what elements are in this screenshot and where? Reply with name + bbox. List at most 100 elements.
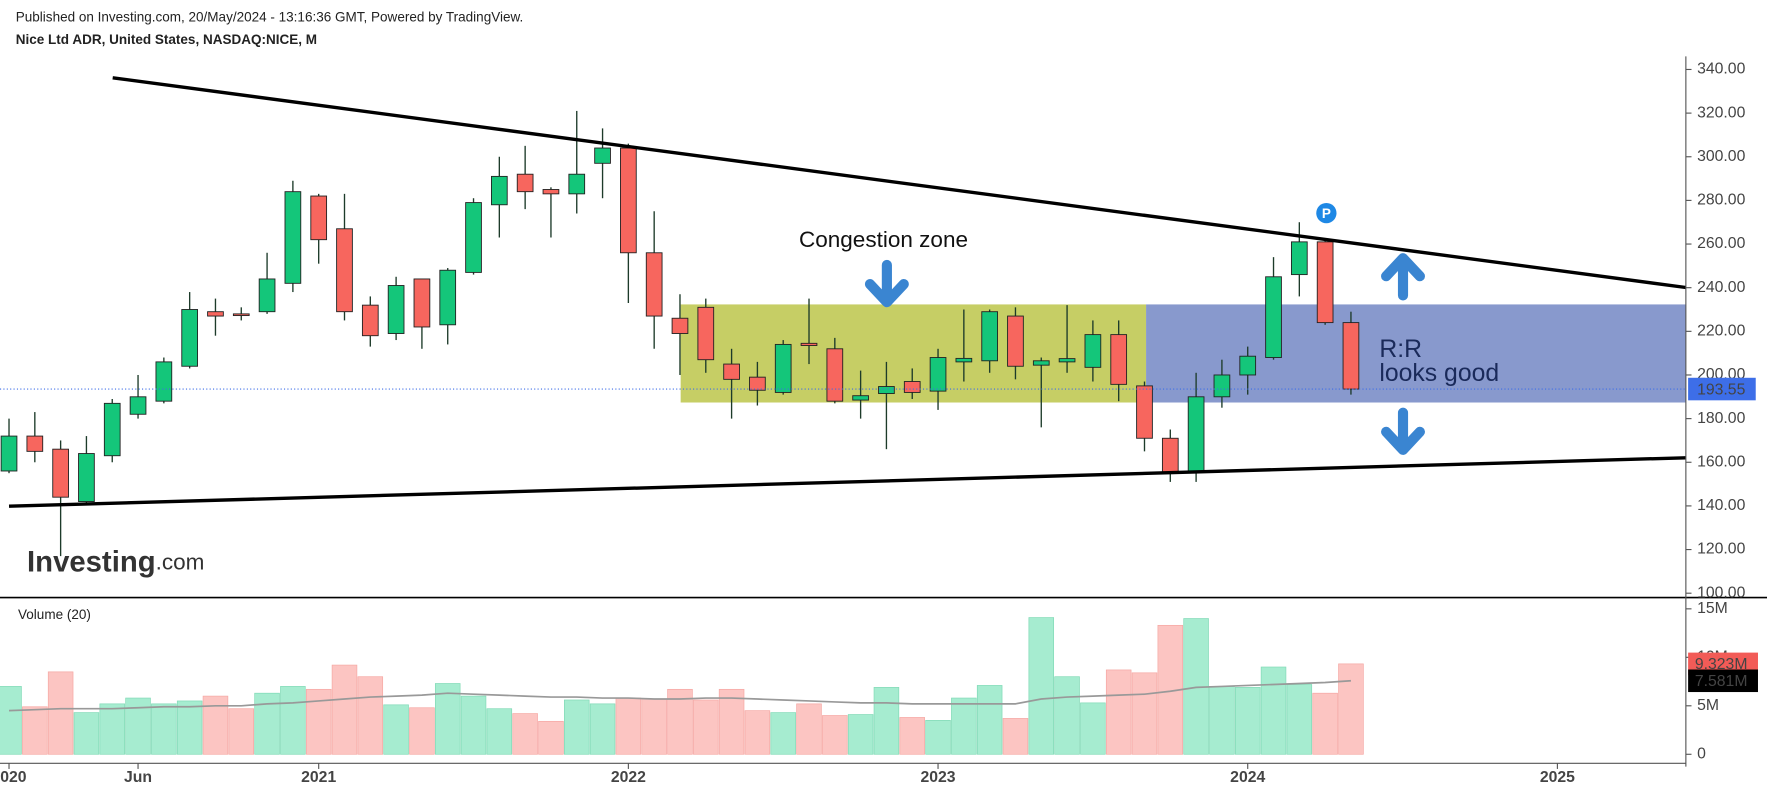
annotation: Congestion zone xyxy=(799,227,968,252)
candle-body xyxy=(1290,241,1308,276)
y-tick-label: 140.00 xyxy=(1697,497,1745,514)
candle-body xyxy=(749,376,766,391)
volume-bar xyxy=(434,683,461,755)
candle-body xyxy=(0,435,18,472)
candle-body xyxy=(103,402,121,457)
logo-suffix: .com xyxy=(156,550,205,575)
arrow-up xyxy=(1381,253,1425,301)
annotation: R:R xyxy=(1379,336,1422,363)
annotation: looks good xyxy=(1379,360,1499,387)
candle-body xyxy=(645,252,663,317)
candle-body xyxy=(1187,396,1205,472)
volume-bar xyxy=(73,712,100,755)
volume-bar xyxy=(0,686,22,755)
volume-bar xyxy=(202,695,229,755)
candle-body xyxy=(594,147,611,164)
volume-bar xyxy=(770,712,796,755)
zones xyxy=(680,304,1686,403)
published-line: Published on Investing.com, 20/May/2024 … xyxy=(16,10,524,25)
candle-body xyxy=(129,396,147,415)
volume-bar xyxy=(22,706,48,755)
volume-bar xyxy=(151,703,177,755)
volume-bar xyxy=(1260,666,1287,755)
candle-body xyxy=(774,343,792,393)
candle-body xyxy=(439,269,457,326)
candle-body xyxy=(826,348,844,402)
volume-bar xyxy=(796,703,822,755)
arrow-down xyxy=(1381,407,1425,455)
volume-label: 9.323M xyxy=(1695,656,1748,673)
volume-bar xyxy=(1286,684,1313,755)
volume-bar xyxy=(1234,687,1261,755)
arrow-down xyxy=(864,259,909,308)
candle-body xyxy=(26,435,44,452)
volume-bar xyxy=(718,688,745,755)
volume-title: Volume (20) xyxy=(18,607,91,622)
volume-bar xyxy=(667,688,693,755)
volume-bar xyxy=(1028,617,1055,755)
y-tick-label: 340.00 xyxy=(1697,61,1745,78)
volume-bar xyxy=(331,664,358,755)
y-tick-label: 220.00 xyxy=(1697,323,1745,340)
candle-body xyxy=(465,202,482,273)
volume-bar xyxy=(357,676,384,755)
ma-label: 7.581M xyxy=(1695,673,1748,690)
candle-body xyxy=(620,147,637,254)
candle-body xyxy=(697,306,715,361)
volume-bar xyxy=(847,714,874,755)
candle-body xyxy=(1136,385,1153,439)
candle-body xyxy=(929,357,947,392)
candle-body xyxy=(155,361,173,402)
candle-body xyxy=(258,278,276,313)
candle-body xyxy=(310,195,328,241)
volume-bar xyxy=(744,710,771,755)
volume-bar xyxy=(1131,672,1158,755)
candle-body xyxy=(1032,360,1050,366)
candle-body xyxy=(903,381,921,393)
x-tick-label: 2025 xyxy=(1540,769,1575,786)
candle-body xyxy=(181,309,198,367)
x-tick-label: 2024 xyxy=(1230,769,1265,786)
volume-bar xyxy=(925,720,951,755)
symbol-line: Nice Ltd ADR, United States, NASDAQ:NICE… xyxy=(16,32,317,47)
candle-body xyxy=(1213,374,1231,398)
candle-body xyxy=(800,342,818,346)
y-tick-label: 120.00 xyxy=(1697,541,1745,558)
candle-body xyxy=(1084,334,1102,368)
candle-body xyxy=(1239,355,1257,376)
last-price-box xyxy=(1688,377,1756,401)
volume-bar xyxy=(125,697,151,755)
candle-body xyxy=(981,311,998,362)
y-tick-label: 300.00 xyxy=(1697,148,1745,165)
candle-body xyxy=(671,317,689,334)
candle-body xyxy=(232,313,250,317)
upper-trendline xyxy=(112,76,1687,290)
y-tick-label: 320.00 xyxy=(1697,104,1745,121)
candle-body xyxy=(568,173,586,195)
volume-bar xyxy=(1105,669,1132,755)
last-price-label: 193.55 xyxy=(1697,381,1745,398)
volume-bar xyxy=(976,685,1003,755)
x-tick-label: 2021 xyxy=(301,769,336,786)
volume-bar xyxy=(486,708,513,755)
lower-trendline xyxy=(8,456,1686,508)
candle-body xyxy=(78,453,95,502)
candle-body xyxy=(1161,437,1179,474)
volume-bar xyxy=(228,708,255,755)
candle-body xyxy=(955,357,973,363)
volume-bar xyxy=(99,703,125,755)
candle-body xyxy=(542,189,560,195)
y-tick-label: 15M xyxy=(1697,600,1728,617)
candle-body xyxy=(387,285,405,334)
y-tick-label: 260.00 xyxy=(1697,235,1745,252)
y-tick-label: 280.00 xyxy=(1697,192,1745,209)
candle-body xyxy=(1058,358,1076,363)
logo: Investing.com xyxy=(27,545,204,578)
volume-bar xyxy=(538,720,564,755)
volume-bar xyxy=(1054,676,1080,755)
candle-body xyxy=(52,448,69,498)
candle-body xyxy=(490,175,508,206)
volume-bar xyxy=(47,671,74,755)
